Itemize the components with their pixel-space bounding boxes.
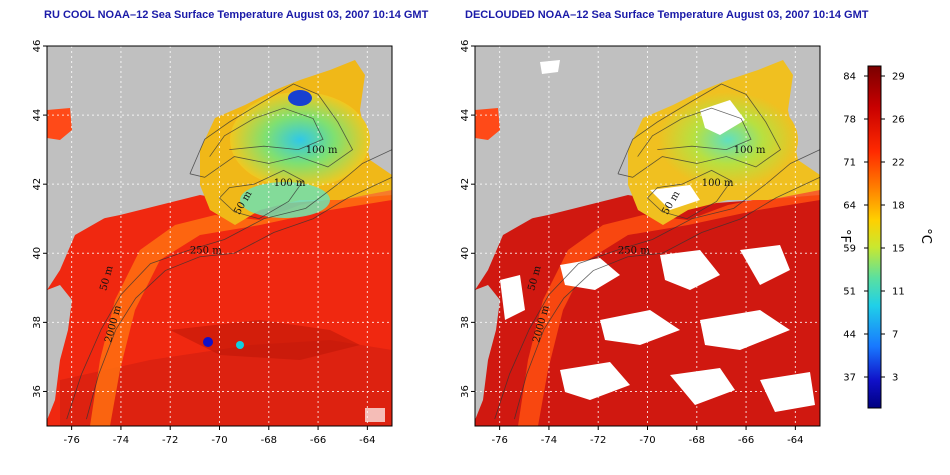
lon-tick-label: -70 (639, 435, 655, 446)
land-mass-north (475, 46, 820, 290)
lon-tick-label: -66 (738, 435, 754, 446)
lon-tick-label: -72 (162, 435, 178, 446)
warm-eddy (170, 320, 360, 360)
left-map-title: RU COOL NOAA–12 Sea Surface Temperature … (44, 9, 429, 21)
lon-tick-label: -76 (63, 435, 79, 446)
colorbar-label-c: 15 (892, 244, 905, 255)
lat-tick-label: 46 (32, 40, 43, 53)
masked-area (500, 275, 525, 320)
isobath-contour (86, 176, 393, 420)
lat-tick-label: 44 (460, 109, 471, 122)
lake-hot (47, 108, 72, 140)
lat-tick-label: 36 (32, 385, 43, 398)
lat-tick-label: 40 (32, 247, 43, 260)
colorbar-label-f: 84 (843, 72, 856, 83)
lon-tick-label: -66 (310, 435, 326, 446)
cool-water-core (230, 92, 370, 188)
warm-ocean-south (60, 340, 392, 426)
colorbar-label-c: 7 (892, 330, 898, 341)
lon-tick-label: -74 (113, 435, 129, 446)
colorbar-label-f: 59 (843, 244, 856, 255)
colorbar-label-c: 11 (892, 287, 905, 298)
lon-tick-label: -68 (689, 435, 705, 446)
lat-tick-label: 46 (460, 40, 471, 53)
lon-tick-label: -68 (261, 435, 277, 446)
lon-tick-label: -64 (359, 435, 375, 446)
lat-tick-label: 44 (32, 109, 43, 122)
isobath-contour (209, 107, 324, 157)
masked-area (540, 60, 560, 74)
lat-tick-label: 42 (32, 178, 43, 191)
masked-area (560, 362, 630, 400)
isobath-contour (66, 149, 393, 420)
isobath-contour (617, 83, 782, 178)
masked-area (600, 310, 680, 345)
unit-fahrenheit: °F (837, 229, 852, 243)
land-mass-north (47, 46, 392, 290)
isobath-label: 250 m (618, 245, 650, 256)
georges-bank-cool (240, 182, 330, 218)
isobath-label: 100 m (734, 145, 766, 156)
isobath-label: 100 m (702, 178, 734, 189)
masked-area (700, 310, 790, 350)
masked-area (670, 368, 735, 405)
land-mass-south (47, 285, 72, 420)
isobath-contour (514, 176, 821, 420)
masked-area (740, 245, 790, 285)
lat-tick-label: 38 (32, 316, 43, 329)
colorbar-label-f: 44 (843, 330, 856, 341)
cool-water-core (658, 92, 798, 188)
colorbar-label-c: 22 (892, 158, 905, 169)
lat-tick-label: 42 (460, 178, 471, 191)
shelf-water (90, 185, 392, 426)
colorbar-label-f: 71 (843, 158, 856, 169)
right-sst-panel (475, 46, 820, 426)
lat-tick-label: 38 (460, 316, 471, 329)
lon-tick-label: -72 (590, 435, 606, 446)
cloud-spot (236, 341, 244, 349)
cold-spot (288, 90, 312, 106)
isobath-label: 100 m (306, 145, 338, 156)
masked-area (760, 372, 815, 412)
lat-tick-label: 36 (460, 385, 471, 398)
isobath-label: 250 m (190, 245, 222, 256)
colorbar-label-f: 78 (843, 115, 856, 126)
masked-area (700, 100, 745, 135)
lat-tick-label: 40 (460, 247, 471, 260)
masked-area (660, 250, 720, 290)
isobath-label: 100 m (274, 178, 306, 189)
masked-area (650, 185, 700, 210)
shelf-water (518, 185, 820, 426)
lon-tick-label: -76 (491, 435, 507, 446)
lake-hot (475, 108, 500, 140)
cloud-patch (365, 408, 385, 422)
colorbar (867, 65, 882, 409)
colorbar-label-c: 29 (892, 72, 905, 83)
isobath-contour (494, 149, 821, 420)
unit-celsius: °C (918, 228, 933, 244)
cloud-spot (203, 337, 213, 347)
isobath-contour (637, 107, 752, 157)
colorbar-label-f: 64 (843, 201, 856, 212)
isobath-contour (647, 169, 732, 220)
colorbar-label-f: 37 (843, 373, 856, 384)
right-map-title: DECLOUDED NOAA–12 Sea Surface Temperatur… (465, 9, 869, 21)
land-mass-south (475, 285, 500, 420)
colorbar-label-c: 3 (892, 373, 898, 384)
colorbar-label-c: 26 (892, 115, 905, 126)
lon-tick-label: -64 (787, 435, 803, 446)
isobath-contour (219, 169, 304, 220)
colorbar-label-f: 51 (843, 287, 856, 298)
isobath-contour (189, 83, 354, 178)
lon-tick-label: -74 (541, 435, 557, 446)
lon-tick-label: -70 (211, 435, 227, 446)
colorbar-label-c: 18 (892, 201, 905, 212)
